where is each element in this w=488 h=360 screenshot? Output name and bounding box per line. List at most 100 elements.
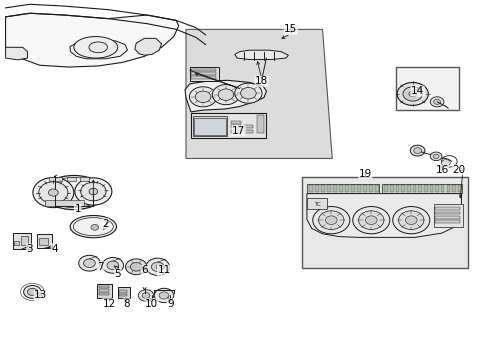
- Bar: [446, 185, 449, 192]
- Bar: [434, 212, 459, 215]
- Circle shape: [130, 262, 142, 271]
- Text: 13: 13: [34, 291, 47, 301]
- Circle shape: [27, 288, 37, 296]
- Bar: [118, 287, 130, 298]
- Circle shape: [392, 207, 429, 234]
- Bar: [49, 177, 61, 181]
- Circle shape: [102, 257, 123, 273]
- Bar: [381, 184, 462, 193]
- Polygon shape: [70, 40, 127, 59]
- Ellipse shape: [73, 218, 113, 235]
- Bar: [374, 185, 378, 192]
- Text: L: L: [155, 265, 158, 270]
- Circle shape: [23, 285, 41, 298]
- Ellipse shape: [74, 37, 118, 58]
- Bar: [243, 130, 253, 133]
- Bar: [395, 185, 398, 192]
- Bar: [412, 185, 415, 192]
- Bar: [99, 286, 109, 288]
- Bar: [350, 185, 354, 192]
- Polygon shape: [234, 50, 288, 59]
- Circle shape: [405, 216, 416, 225]
- Bar: [429, 185, 432, 192]
- Circle shape: [409, 145, 424, 156]
- Polygon shape: [5, 47, 27, 60]
- Circle shape: [89, 188, 98, 195]
- Circle shape: [212, 85, 239, 105]
- Bar: [434, 216, 459, 219]
- Text: 4: 4: [51, 244, 58, 254]
- Bar: [440, 185, 444, 192]
- Circle shape: [396, 82, 427, 105]
- Circle shape: [325, 216, 336, 225]
- Bar: [191, 72, 215, 75]
- Circle shape: [312, 207, 349, 234]
- Circle shape: [81, 182, 106, 201]
- Bar: [451, 185, 455, 192]
- Bar: [363, 185, 366, 192]
- Bar: [256, 115, 263, 133]
- Circle shape: [142, 293, 150, 298]
- Bar: [384, 185, 387, 192]
- Circle shape: [234, 83, 262, 103]
- Bar: [194, 118, 225, 135]
- Bar: [434, 185, 438, 192]
- Bar: [119, 294, 127, 296]
- Circle shape: [441, 159, 449, 166]
- Ellipse shape: [89, 42, 107, 53]
- Circle shape: [48, 189, 58, 196]
- Bar: [433, 204, 462, 226]
- Circle shape: [352, 207, 389, 234]
- Bar: [306, 184, 378, 193]
- Bar: [306, 198, 327, 209]
- Bar: [333, 185, 336, 192]
- Text: 14: 14: [410, 86, 424, 96]
- Circle shape: [79, 255, 100, 271]
- Circle shape: [398, 211, 423, 229]
- Bar: [191, 69, 215, 71]
- Text: 7: 7: [97, 262, 104, 272]
- Circle shape: [125, 259, 147, 275]
- Bar: [37, 234, 52, 248]
- Text: 19: 19: [358, 168, 371, 179]
- Bar: [302, 177, 467, 268]
- Bar: [339, 185, 342, 192]
- Text: 18: 18: [254, 76, 267, 86]
- Bar: [230, 126, 240, 129]
- Circle shape: [408, 91, 416, 97]
- Circle shape: [365, 216, 376, 225]
- Bar: [190, 113, 266, 138]
- Circle shape: [75, 178, 112, 205]
- Circle shape: [33, 177, 74, 208]
- Circle shape: [429, 152, 441, 161]
- Circle shape: [154, 288, 173, 303]
- Bar: [418, 185, 421, 192]
- Circle shape: [358, 211, 383, 229]
- Circle shape: [240, 87, 256, 99]
- Circle shape: [91, 225, 99, 230]
- Bar: [434, 220, 459, 223]
- Text: 2: 2: [102, 219, 109, 229]
- Circle shape: [138, 290, 154, 301]
- Text: 20: 20: [451, 165, 465, 175]
- Bar: [368, 185, 372, 192]
- Circle shape: [402, 87, 422, 101]
- Circle shape: [195, 91, 210, 103]
- Bar: [345, 185, 348, 192]
- Circle shape: [83, 259, 95, 267]
- Circle shape: [433, 99, 440, 104]
- Bar: [99, 289, 109, 292]
- Circle shape: [318, 211, 343, 229]
- Ellipse shape: [42, 176, 105, 210]
- Bar: [21, 236, 28, 245]
- Bar: [423, 185, 427, 192]
- Text: 16: 16: [434, 165, 447, 175]
- Circle shape: [107, 261, 119, 270]
- Bar: [44, 200, 83, 206]
- Bar: [243, 126, 253, 129]
- Bar: [434, 207, 459, 210]
- Polygon shape: [185, 30, 331, 158]
- Ellipse shape: [70, 216, 116, 238]
- Bar: [309, 185, 312, 192]
- Bar: [230, 130, 240, 133]
